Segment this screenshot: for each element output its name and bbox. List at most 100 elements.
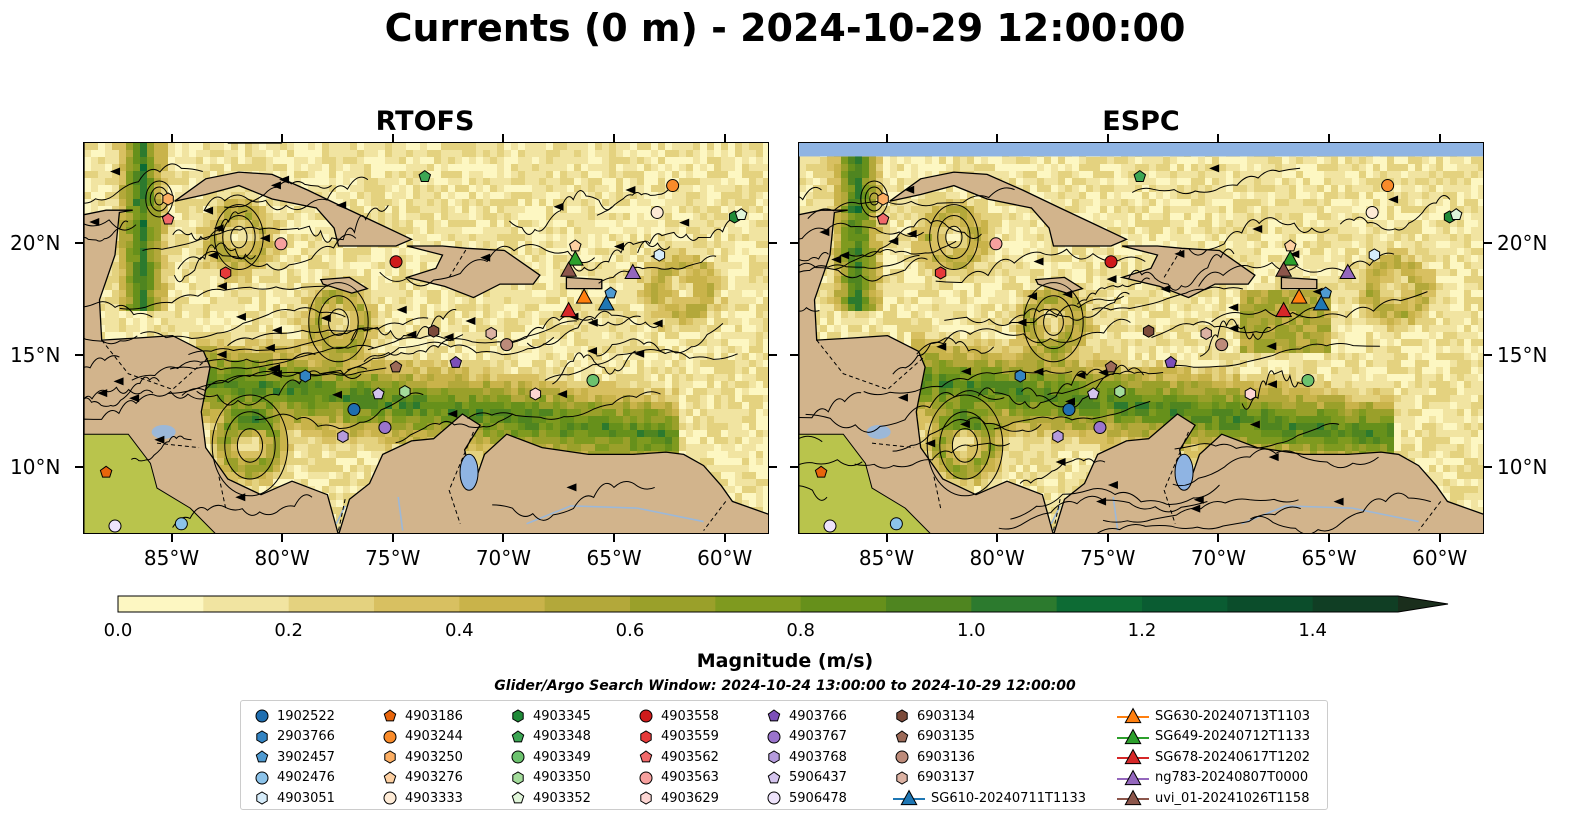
legend-hexagon-icon[interactable]	[256, 729, 268, 744]
float-marker-6903137[interactable]	[485, 326, 497, 340]
float-marker-4903333[interactable]	[650, 205, 664, 219]
float-marker-5906437[interactable]	[372, 387, 385, 400]
glider-marker-uvi_01-20241026T1158[interactable]	[560, 261, 578, 277]
legend-pentagon-icon[interactable]	[255, 750, 269, 763]
float-marker-4903563[interactable]	[989, 237, 1003, 251]
legend-hexagon-icon[interactable]	[768, 750, 780, 764]
float-marker-4903244[interactable]	[666, 179, 680, 193]
float-marker-6903135[interactable]	[389, 360, 403, 373]
legend-circle-icon[interactable]	[895, 750, 909, 764]
glider-marker-uvi_01-20241026T1158[interactable]	[1275, 261, 1293, 277]
float-marker-4903349[interactable]	[586, 373, 600, 387]
float-marker-4903333[interactable]	[1365, 205, 1379, 219]
float-marker-5906478[interactable]	[108, 519, 122, 533]
legend-triangle-icon[interactable]	[1124, 748, 1142, 765]
float-marker-3902457[interactable]	[1319, 286, 1332, 299]
legend-circle-icon[interactable]	[639, 709, 653, 723]
legend-hexagon-icon[interactable]	[512, 770, 524, 785]
float-marker-4903350[interactable]	[399, 385, 411, 399]
espc-map-panel[interactable]	[798, 142, 1484, 534]
float-marker-4903348[interactable]	[418, 169, 432, 182]
legend-circle-icon[interactable]	[255, 709, 269, 723]
float-marker-4903348[interactable]	[1133, 169, 1147, 182]
glider-marker-SG630-20240713T1103[interactable]	[575, 288, 593, 304]
float-marker-4903768[interactable]	[337, 429, 349, 443]
float-marker-4903558[interactable]	[389, 255, 403, 269]
float-marker-4903768[interactable]	[1052, 429, 1064, 443]
float-marker-4903559[interactable]	[934, 266, 947, 280]
float-marker-4903349[interactable]	[1301, 373, 1315, 387]
float-marker-1902522[interactable]	[1062, 403, 1076, 417]
legend-hexagon-icon[interactable]	[640, 729, 652, 744]
float-marker-4902476[interactable]	[889, 517, 903, 531]
float-marker-4903558[interactable]	[1104, 255, 1118, 269]
legend-pentagon-icon[interactable]	[767, 770, 781, 783]
legend-circle-icon[interactable]	[255, 771, 269, 784]
legend-circle-icon[interactable]	[383, 791, 397, 805]
legend-triangle-icon[interactable]	[900, 789, 918, 806]
glider-marker-ng783-20240807T0000[interactable]	[624, 263, 642, 280]
float-marker-4903629[interactable]	[529, 387, 542, 401]
glider-marker-SG649-20240712T1133[interactable]	[566, 250, 584, 266]
float-marker-4903629[interactable]	[1244, 387, 1257, 401]
glider-marker-ng783-20240807T0000[interactable]	[1339, 263, 1357, 280]
float-marker-6903134[interactable]	[1142, 324, 1155, 338]
float-marker-4903352[interactable]	[1449, 208, 1463, 220]
float-marker-4903350[interactable]	[1114, 385, 1126, 399]
float-marker-4903051[interactable]	[1368, 248, 1381, 262]
legend-pentagon-icon[interactable]	[383, 770, 397, 783]
legend-pentagon-icon[interactable]	[511, 791, 525, 804]
legend-circle-icon[interactable]	[383, 730, 397, 743]
rtofs-map-panel[interactable]	[83, 142, 769, 534]
legend-hexagon-icon[interactable]	[640, 791, 652, 805]
float-marker-1902522[interactable]	[347, 403, 361, 417]
legend-triangle-icon[interactable]	[1124, 769, 1142, 785]
float-marker-4903766[interactable]	[1164, 355, 1178, 368]
glider-marker-SG678-20240617T1202[interactable]	[1275, 301, 1293, 318]
float-marker-6903137[interactable]	[1200, 326, 1212, 340]
float-marker-2903766[interactable]	[299, 369, 311, 383]
float-marker-6903135[interactable]	[1104, 360, 1118, 373]
float-marker-3902457[interactable]	[604, 286, 617, 299]
glider-marker-SG630-20240713T1103[interactable]	[1290, 288, 1308, 304]
float-marker-4903562[interactable]	[161, 212, 175, 225]
legend-hexagon-icon[interactable]	[512, 709, 524, 723]
legend-pentagon-icon[interactable]	[767, 709, 781, 722]
float-marker-4903051[interactable]	[653, 248, 666, 262]
legend-hexagon-icon[interactable]	[896, 709, 908, 723]
float-marker-4903352[interactable]	[734, 208, 748, 220]
glider-marker-SG649-20240712T1133[interactable]	[1281, 250, 1299, 266]
legend-circle-icon[interactable]	[639, 771, 653, 784]
float-marker-4903186[interactable]	[99, 465, 113, 478]
float-marker-4903186[interactable]	[814, 465, 828, 478]
float-marker-4903767[interactable]	[378, 420, 392, 434]
legend-hexagon-icon[interactable]	[896, 770, 908, 785]
float-marker-4903250[interactable]	[877, 192, 889, 206]
float-marker-2903766[interactable]	[1014, 369, 1026, 383]
float-marker-6903136[interactable]	[500, 338, 514, 352]
glider-marker-SG678-20240617T1202[interactable]	[560, 301, 578, 318]
float-marker-4902476[interactable]	[174, 517, 188, 531]
legend-hexagon-icon[interactable]	[256, 791, 268, 805]
legend-circle-icon[interactable]	[767, 791, 781, 805]
float-marker-5906437[interactable]	[1087, 387, 1100, 400]
float-marker-4903563[interactable]	[274, 237, 288, 251]
legend-pentagon-icon[interactable]	[383, 709, 397, 722]
float-marker-4903250[interactable]	[162, 192, 174, 206]
float-marker-6903134[interactable]	[427, 324, 440, 338]
float-marker-6903136[interactable]	[1215, 338, 1229, 352]
legend-pentagon-icon[interactable]	[639, 750, 653, 763]
glider-marker-SG610-20240711T1133[interactable]	[1312, 294, 1330, 311]
glider-marker-SG610-20240711T1133[interactable]	[597, 294, 615, 311]
legend-pentagon-icon[interactable]	[511, 729, 525, 742]
float-marker-4903559[interactable]	[219, 266, 232, 280]
float-marker-4903767[interactable]	[1093, 420, 1107, 434]
legend-triangle-icon[interactable]	[1124, 707, 1142, 724]
legend-triangle-icon[interactable]	[1124, 789, 1142, 806]
legend-circle-icon[interactable]	[767, 730, 781, 743]
float-marker-4903766[interactable]	[449, 355, 463, 368]
legend-hexagon-icon[interactable]	[384, 750, 396, 764]
legend-pentagon-icon[interactable]	[895, 729, 909, 742]
legend-triangle-icon[interactable]	[1124, 728, 1142, 744]
float-marker-5906478[interactable]	[823, 519, 837, 533]
